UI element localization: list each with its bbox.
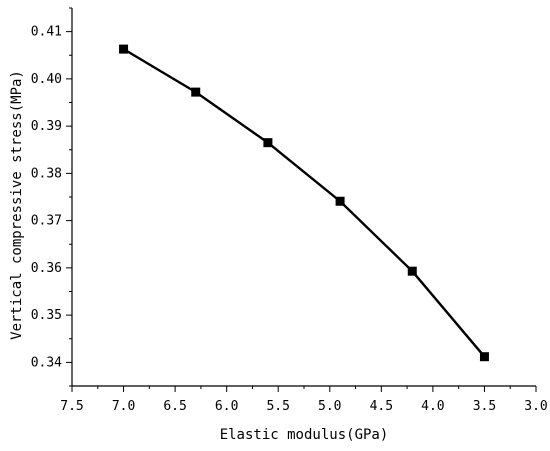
x-tick-label: 6.5 (163, 399, 186, 414)
y-tick-label: 0.39 (31, 119, 62, 134)
data-point-marker (263, 138, 273, 148)
x-tick-label: 3.5 (473, 399, 496, 414)
x-tick-label: 4.5 (370, 399, 393, 414)
x-tick-label: 7.5 (60, 399, 83, 414)
data-point-marker (119, 44, 129, 54)
x-tick-label: 5.5 (266, 399, 289, 414)
y-tick-label: 0.34 (31, 355, 62, 370)
y-axis: 0.34 0.35 0.36 0.37 0.38 0.39 0.40 0.41 (31, 7, 73, 387)
x-tick-label: 7.0 (112, 399, 135, 414)
y-tick-label: 0.38 (31, 166, 62, 181)
x-tick-label: 4.0 (421, 399, 444, 414)
y-axis-title: Vertical compressive stress(MPa) (9, 70, 25, 340)
y-tick-label: 0.36 (31, 261, 62, 276)
data-point-marker (335, 196, 345, 206)
plot-series (119, 44, 489, 362)
x-tick-label: 6.0 (215, 399, 238, 414)
x-axis: 7.5 7.0 6.5 6.0 5.5 5.0 4.5 4.0 3.5 3.0 (60, 385, 548, 414)
y-tick-label: 0.40 (31, 72, 62, 87)
x-axis-title: Elastic modulus(GPa) (220, 427, 389, 443)
x-tick-label: 5.0 (318, 399, 341, 414)
data-point-marker (191, 87, 201, 97)
y-tick-label: 0.37 (31, 214, 62, 229)
data-point-marker (479, 352, 489, 362)
data-point-marker (407, 266, 417, 276)
series-line (122, 48, 486, 358)
y-tick-label: 0.35 (31, 308, 62, 323)
y-tick-label: 0.41 (31, 25, 62, 40)
x-tick-label: 3.0 (524, 399, 547, 414)
